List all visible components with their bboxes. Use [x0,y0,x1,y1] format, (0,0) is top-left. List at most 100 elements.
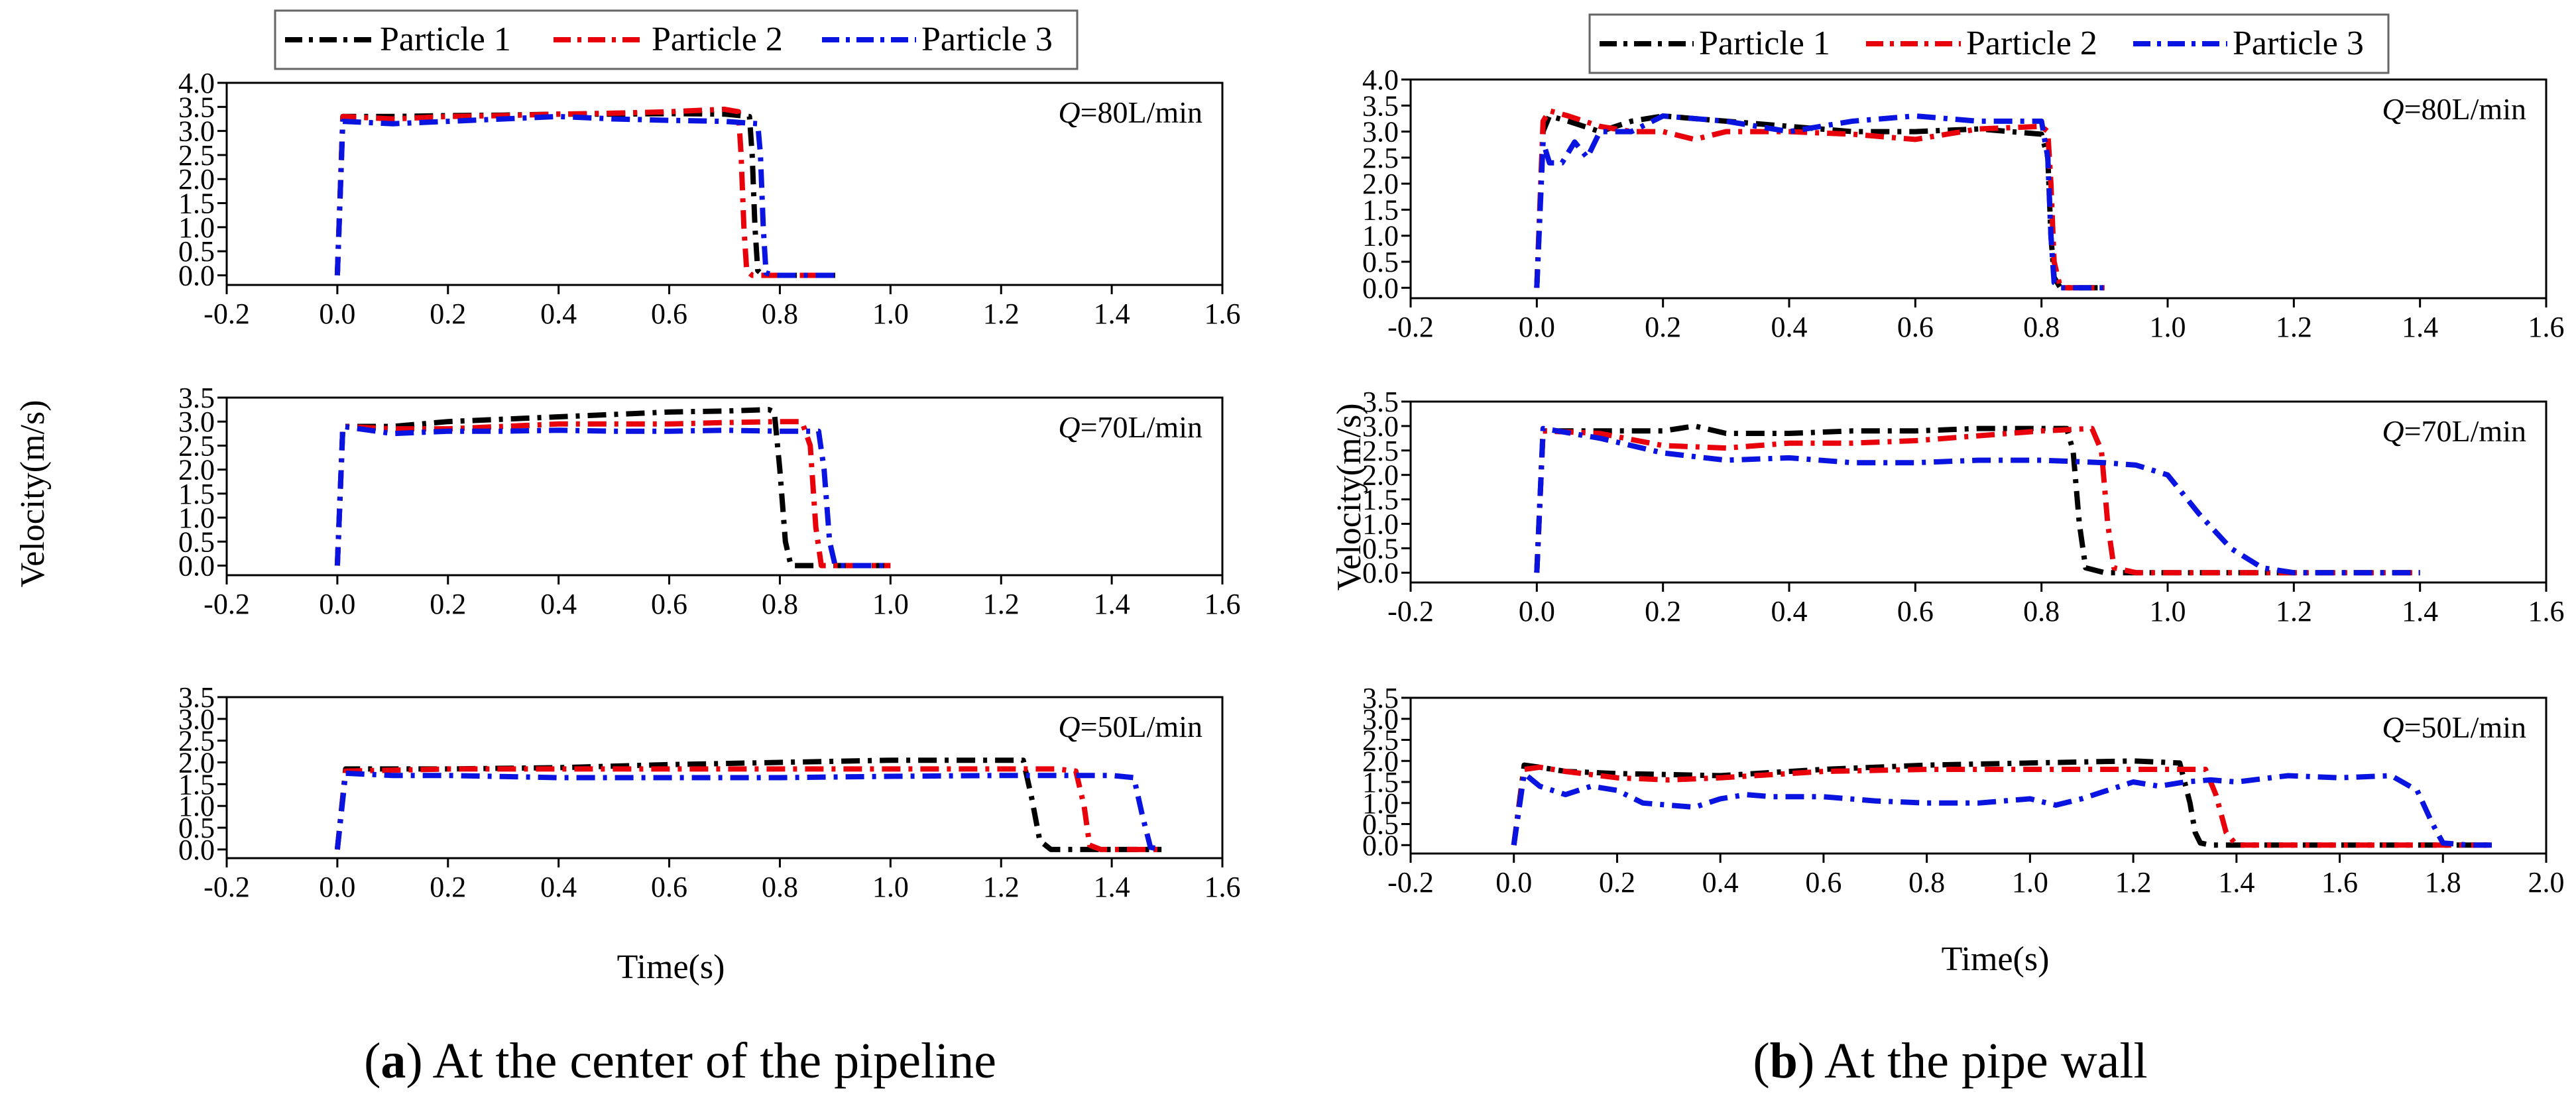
y-tick-label: 3.5 [1362,89,1399,122]
x-tick-label: 1.2 [2276,595,2312,628]
flow-rate-annotation: Q=50L/min [1058,710,1202,744]
subplot-b-2: -0.2 0.0 0.2 0.4 0.6 0.8 1.0 1.2 1.4 1.60.00.51.0… [1362,386,2565,628]
y-tick-label: 0.5 [178,235,215,268]
legend-label-particle-3: Particle 3 [921,21,1053,58]
x-tick-label: 1.6 [2528,595,2565,628]
series-line-particle-2 [334,419,891,569]
y-tick-label: 3.5 [178,91,215,123]
caption-letter: a [381,1033,406,1089]
series-line-particle-3 [1534,113,2105,291]
y-tick-label: 0.0 [1362,829,1399,861]
y-tick-label: 0.5 [1362,532,1399,565]
x-tick-label: 0.0 [319,588,355,620]
y-tick-label: 1.0 [178,790,215,822]
y-tick-label: 0.0 [178,550,215,582]
y-tick-label: 1.5 [1362,194,1399,226]
y-tick-label: 1.0 [178,211,215,244]
flow-rate-annotation: Q=70L/min [1058,410,1202,444]
x-tick-label: 0.2 [1645,595,1681,628]
caption-panel-a: (a) At the center of the pipeline [364,1033,996,1089]
caption-letter: b [1770,1033,1798,1089]
x-tick-label: -0.2 [204,588,250,620]
y-tick-label: 1.5 [178,768,215,801]
legend-label-particle-2: Particle 2 [1966,25,2097,62]
x-tick-label: 1.0 [2012,866,2048,899]
y-tick-label: 1.5 [1362,484,1399,516]
series-line-particle-2 [334,766,1162,852]
x-tick-label: 0.0 [1519,595,1555,628]
y-tick-label: 2.5 [178,429,215,462]
x-tick-label: 1.2 [983,588,1020,620]
x-tick-label: 0.4 [540,298,577,330]
subplot-a-2: -0.2 0.0 0.2 0.4 0.6 0.8 1.0 1.2 1.4 1.60.00.51.0… [178,382,1241,620]
legend-label-particle-1: Particle 1 [1699,25,1830,62]
x-tick-label: 0.2 [430,298,466,330]
y-tick-label: 1.0 [1362,508,1399,540]
plot-frame [225,696,1224,859]
caption-text: At the center of the pipeline [423,1033,996,1089]
y-tick-label: 4.0 [178,67,215,99]
x-tick-label: 0.4 [540,588,577,620]
y-tick-label: 1.5 [178,188,215,220]
x-tick-label: 1.4 [1094,298,1130,330]
y-tick-label: 0.0 [1362,557,1399,589]
x-tick-label: 0.6 [1897,595,1934,628]
x-tick-label: 0.4 [1771,595,1808,628]
y-tick-label: 1.0 [178,502,215,534]
x-tick-label: 1.4 [2218,866,2254,899]
series-line-particle-1 [1511,758,2495,848]
x-tick-label: 2.0 [2528,866,2565,899]
x-tick-label: 1.8 [2425,866,2461,899]
x-tick-label: 1.0 [872,588,909,620]
x-tick-label: 0.8 [2023,595,2060,628]
y-tick-label: 3.0 [1362,116,1399,148]
x-tick-label: 1.4 [2402,311,2438,343]
y-tick-label: 2.5 [1362,142,1399,174]
x-tick-label: -0.2 [1387,866,1434,899]
flow-rate-annotation: Q=80L/min [1058,95,1202,129]
series-line-particle-3 [334,423,891,569]
series-line-particle-2 [1534,425,2420,576]
flow-rate-annotation: Q=50L/min [2382,710,2526,744]
y-tick-label: 4.0 [1362,64,1399,96]
x-tick-label: 1.6 [1204,588,1241,620]
series-line-particle-1 [1534,113,2105,291]
legend-label-particle-2: Particle 2 [652,21,783,58]
y-tick-label: 0.5 [1362,808,1399,841]
x-tick-label: 0.6 [1897,311,1934,343]
x-tick-label: 1.6 [2321,866,2358,899]
x-tick-label: 0.0 [1519,311,1555,343]
subplot-a-1: -0.2 0.0 0.2 0.4 0.6 0.8 1.0 1.2 1.4 1.60.00.51.0… [178,67,1241,330]
plot-frame [225,396,1224,577]
x-tick-label: -0.2 [204,871,250,903]
y-tick-label: 2.0 [1362,745,1399,777]
caption-panel-b: (b) At the pipe wall [1753,1033,2147,1089]
plot-frame [1409,400,2547,584]
x-tick-label: 0.4 [1702,866,1739,899]
y-tick-label: 1.5 [1362,766,1399,799]
x-tick-label: 1.4 [1094,588,1130,620]
y-tick-label: 3.5 [178,382,215,414]
x-tick-label: 1.2 [983,871,1020,903]
series-line-particle-3 [1534,425,2420,576]
series-line-particle-2 [1534,108,2105,291]
x-tick-label: 0.2 [1599,866,1635,899]
x-tick-label: 1.6 [1204,298,1241,330]
x-tick-label: 0.6 [651,298,687,330]
x-tick-label: 0.2 [1645,311,1681,343]
y-tick-label: 2.0 [178,454,215,486]
x-tick-label: 0.6 [651,588,687,620]
plot-layer: -0.2 0.0 0.2 0.4 0.6 0.8 1.0 1.2 1.4 1.60.00.51.0… [178,64,2565,903]
x-tick-label: 1.0 [872,871,909,903]
y-tick-label: 1.5 [178,478,215,510]
x-tick-label: 0.0 [319,871,355,903]
subplot-b-3: -0.2 0.0 0.2 0.4 0.6 0.8 1.0 1.2 1.4 1.6 1.8 2.0 0.0… [1362,682,2565,899]
x-tick-label: 1.2 [2115,866,2152,899]
y-tick-label: 3.0 [1362,703,1399,736]
x-tick-label: -0.2 [1387,595,1434,628]
y-tick-label: 3.5 [1362,386,1399,418]
y-tick-label: 3.5 [178,681,215,714]
flow-rate-annotation: Q=80L/min [2382,92,2526,126]
x-tick-label: 0.0 [319,298,355,330]
